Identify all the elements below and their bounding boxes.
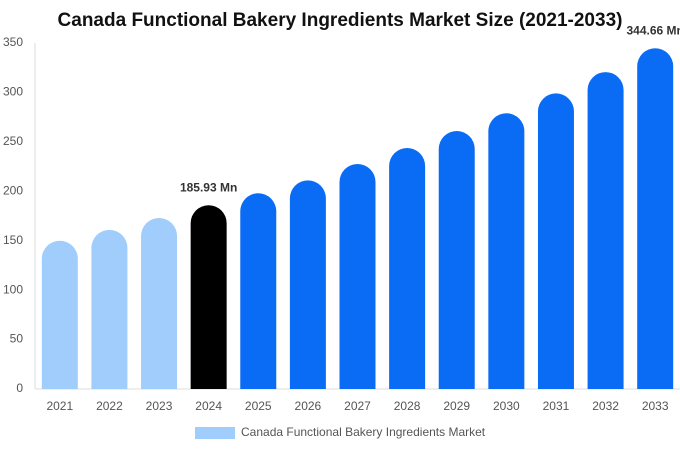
y-tick-label: 150 (3, 233, 23, 247)
y-tick-label: 250 (3, 134, 23, 148)
x-tick-label: 2026 (295, 399, 322, 413)
bar (389, 147, 426, 389)
x-tick-label: 2031 (543, 399, 570, 413)
x-tick-label: 2030 (493, 399, 520, 413)
bar (240, 193, 277, 389)
legend-swatch (195, 427, 235, 439)
bar (91, 229, 128, 389)
x-tick-label: 2025 (245, 399, 272, 413)
x-tick-label: 2023 (146, 399, 173, 413)
y-tick-label: 100 (3, 282, 23, 296)
x-tick-label: 2033 (642, 399, 669, 413)
x-tick-label: 2029 (443, 399, 470, 413)
bar (289, 180, 326, 389)
y-tick-label: 350 (3, 35, 23, 49)
value-label: 344.66 Mn (627, 23, 680, 37)
bar (41, 240, 78, 389)
bar (339, 164, 376, 389)
bar (438, 130, 475, 390)
bar (537, 93, 574, 389)
bar (637, 48, 674, 390)
bar (587, 72, 624, 390)
bar (488, 113, 525, 389)
bar (190, 205, 227, 389)
y-tick-label: 300 (3, 85, 23, 99)
bar (141, 217, 178, 389)
y-tick-label: 0 (16, 381, 23, 395)
x-tick-label: 2032 (592, 399, 619, 413)
x-tick-label: 2028 (394, 399, 421, 413)
chart-title: Canada Functional Bakery Ingredients Mar… (58, 10, 623, 31)
x-tick-label: 2022 (96, 399, 123, 413)
legend-label: Canada Functional Bakery Ingredients Mar… (241, 425, 486, 439)
value-label: 185.93 Mn (180, 180, 237, 194)
y-tick-label: 200 (3, 183, 23, 197)
x-tick-label: 2024 (195, 399, 222, 413)
y-tick-label: 50 (10, 332, 24, 346)
x-tick-label: 2027 (344, 399, 371, 413)
x-tick-label: 2021 (46, 399, 73, 413)
